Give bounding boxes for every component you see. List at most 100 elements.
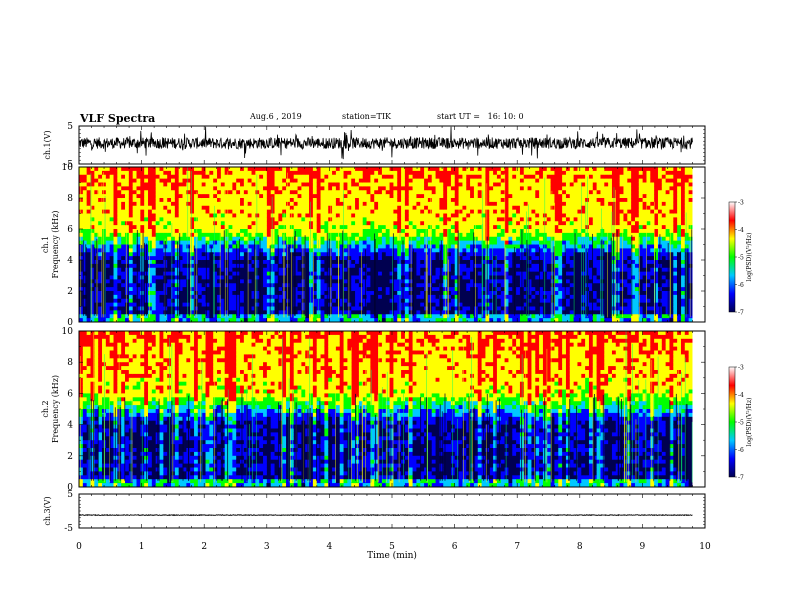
ch1-spec-cell — [224, 298, 229, 304]
ch1-spec-cell — [473, 232, 479, 238]
ch1-spec-cell — [105, 306, 111, 311]
ch1-spec-cell — [493, 236, 498, 242]
ch1-spec-cell — [113, 275, 118, 280]
ch1-spec-cell — [454, 287, 459, 292]
ch1-spec-cell — [148, 178, 153, 183]
ch1-spec-cell — [228, 283, 233, 288]
ch1-spec-cell — [493, 178, 498, 183]
ch1-spec-cell — [171, 232, 176, 238]
ch1-spec-cell — [301, 291, 306, 296]
ch1-spec-cell — [378, 225, 383, 230]
ch1-spec-cell — [393, 314, 398, 319]
ch1-spec-cell — [266, 190, 272, 195]
ch1-spec-cell — [224, 294, 229, 300]
ch1-spec-cell — [447, 256, 452, 261]
ch1-spec-cell — [86, 298, 91, 304]
ch1-spec-cell — [412, 314, 417, 319]
ch1-spec-cell — [351, 221, 356, 226]
ch1-spec-cell — [320, 244, 325, 249]
ch1-spec-cell — [190, 248, 195, 253]
ch1-spec-cell — [374, 209, 379, 214]
ch1-spec-cell — [98, 213, 103, 218]
ch1-spec-cell — [500, 178, 505, 183]
ch1-spec-cell — [447, 225, 452, 230]
ch1-spec-cell — [251, 275, 256, 280]
ch1-spec-cell — [125, 240, 130, 245]
ch1-spec-cell — [481, 287, 486, 292]
ch1-spec-cell — [155, 186, 160, 191]
ch1-spec-cell — [109, 232, 114, 238]
ch1-spec-cell — [182, 252, 187, 257]
ch1-spec-cell — [512, 182, 517, 187]
ch1-spec-cell — [190, 260, 195, 265]
ch1-spec-cell — [393, 291, 398, 296]
ch1-spec-cell — [213, 225, 218, 230]
ch1-spec-cell — [201, 294, 206, 300]
ch1-spec-cell — [278, 167, 283, 172]
ch1-spec-cell — [186, 310, 191, 315]
ch1-spec-cell — [263, 232, 268, 238]
ch1-spec-cell — [496, 174, 502, 180]
ch1-spec-cell — [201, 260, 206, 265]
ch1-spec-cell — [205, 174, 210, 180]
ch1-spec-cell — [182, 271, 187, 276]
ch1-spec-cell — [132, 186, 137, 191]
ch1-spec-cell — [102, 229, 107, 234]
ch1-spec-cell — [79, 252, 84, 257]
ch1-spec-cell — [148, 213, 153, 218]
ch1-spec-cell — [136, 186, 141, 191]
ch1-spec-cell — [182, 232, 187, 238]
ch1-spec-cell — [217, 294, 222, 300]
ch1-spec-cell — [339, 209, 344, 214]
ch1-spec-cell — [450, 283, 456, 288]
ch1-spec-cell — [197, 256, 203, 261]
ch1-spec-cell — [259, 182, 264, 187]
ch1-spec-cell — [171, 302, 176, 307]
ch1-spec-cell — [493, 182, 498, 187]
ch1-spec-cell — [201, 252, 206, 257]
ch1-spec-cell — [289, 167, 295, 172]
ch1-spec-cell — [389, 225, 394, 230]
ch1-spec-cell — [435, 205, 440, 211]
ch1-spec-cell — [293, 178, 298, 183]
ch1-spec-cell — [82, 198, 88, 203]
ch1-spec-cell — [247, 240, 252, 245]
ch1-spec-cell — [263, 271, 268, 276]
ch1-spec-cell — [251, 314, 256, 319]
ch1-spec-cell — [220, 244, 226, 249]
ch1-spec-cell — [194, 314, 199, 319]
ch1-spec-cell — [389, 267, 394, 273]
ch1-spec-cell — [213, 248, 218, 253]
ch1-spec-cell — [228, 318, 233, 323]
ch1-spec-cell — [393, 294, 398, 300]
ch1-spec-cell — [186, 217, 191, 222]
ch1-spec-cell — [339, 190, 344, 195]
ch1-spec-cell — [416, 256, 421, 261]
ch1-spec-cell — [374, 244, 379, 249]
ch1-spec-cell — [332, 182, 337, 187]
ch1-spec-cell — [431, 263, 436, 269]
ch1-spec-cell — [466, 302, 471, 307]
ch1-spec-cell — [151, 267, 157, 273]
ch1-spec-cell — [132, 248, 137, 253]
ch1-spec-cell — [473, 178, 479, 183]
ch1-spec-cell — [404, 178, 410, 183]
ch1-spec-cell — [309, 310, 314, 315]
ch1-spec-cell — [155, 294, 160, 300]
ch1-spec-cell — [523, 178, 528, 183]
ch1-spec-cell — [431, 314, 436, 319]
ch1-spec-cell — [508, 302, 513, 307]
ch1-spec-cell — [370, 291, 375, 296]
ch1-spec-cell — [94, 198, 99, 203]
ch1-spec-cell — [109, 217, 114, 222]
ch1-spec-cell — [182, 201, 187, 207]
ch1-spec-cell — [324, 310, 329, 315]
ch1-spec-cell — [516, 283, 521, 288]
ch1-spec-cell — [309, 306, 314, 311]
ch1-spec-cell — [82, 275, 88, 280]
ch1-spec-cell — [412, 170, 417, 176]
ch1-spec-cell — [435, 298, 440, 304]
ch1-spec-cell — [397, 302, 402, 307]
ch1-spec-cell — [447, 248, 452, 253]
ch1-spec-cell — [109, 306, 114, 311]
